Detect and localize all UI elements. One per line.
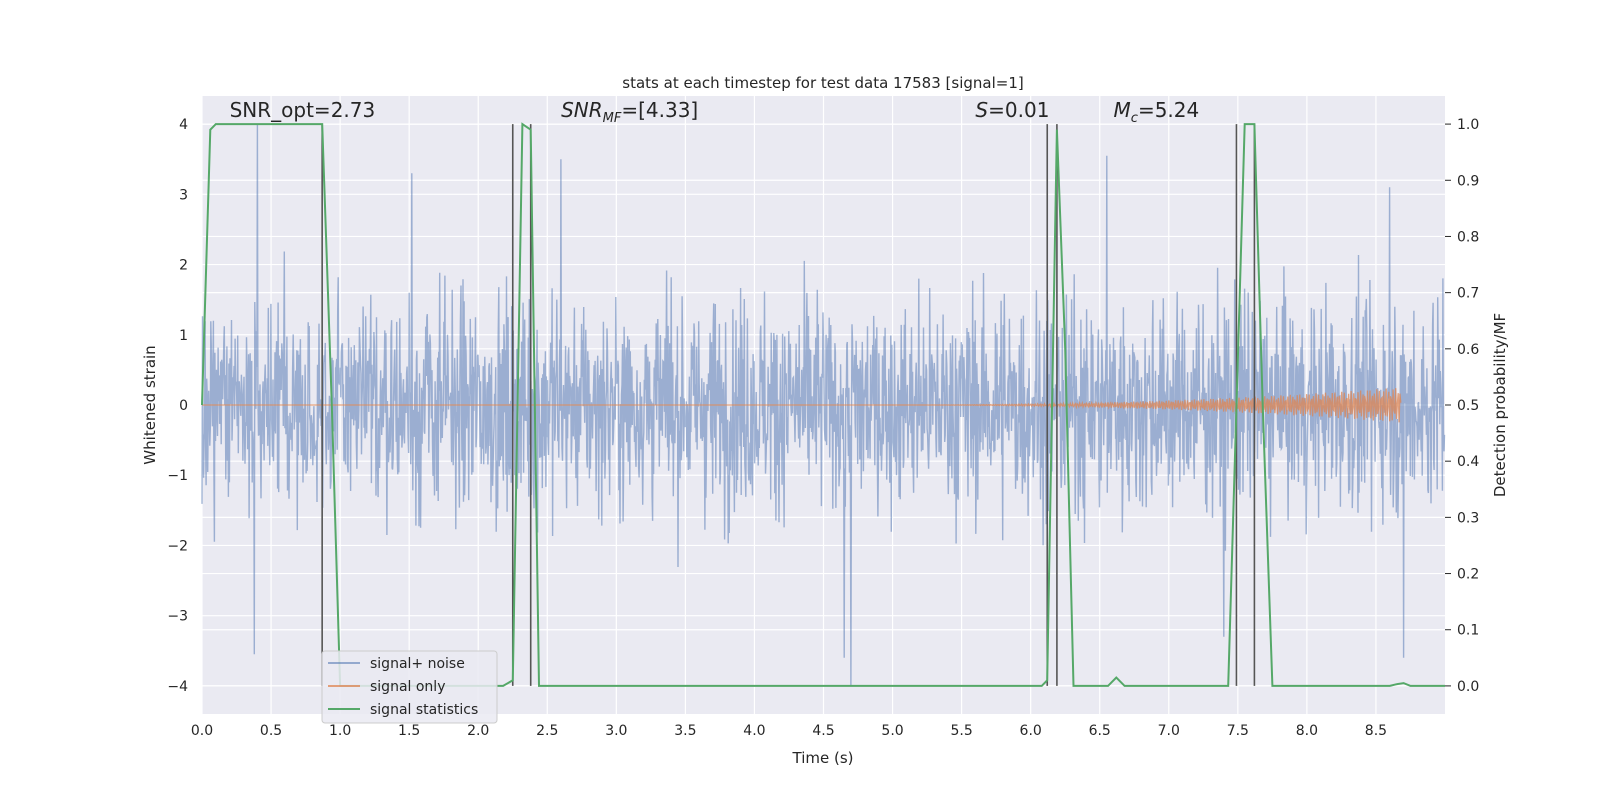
y2-tick-label: 0.2 — [1457, 567, 1479, 583]
x-axis-label: Time (s) — [792, 749, 854, 767]
x-tick-label: 3.0 — [605, 723, 627, 739]
x-tick-label: 7.0 — [1158, 723, 1180, 739]
x-tick-label: 4.0 — [743, 723, 765, 739]
x-tick-label: 1.0 — [329, 723, 351, 739]
detection-lines — [321, 124, 1256, 686]
probability-trace — [201, 122, 1445, 687]
y-tick-label: 2 — [179, 258, 188, 274]
y-tick-label: 4 — [179, 117, 188, 133]
y2-tick-label: 0.6 — [1457, 342, 1479, 358]
chart-title: stats at each timestep for test data 175… — [622, 74, 1023, 92]
annotation-2: S=0.01 — [975, 98, 1049, 122]
x-tick-label: 5.0 — [881, 723, 903, 739]
y2-tick-label: 0.7 — [1457, 286, 1479, 302]
y-tick-label: 1 — [179, 328, 188, 344]
y2-axis-label: Detection probability/MF — [1491, 313, 1509, 497]
y-tick-label: −3 — [167, 609, 188, 625]
x-tick-label: 3.5 — [674, 723, 696, 739]
chirp-trace — [202, 388, 1402, 423]
y2-tick-label: 0.1 — [1457, 623, 1479, 639]
annotation-3: Mc=5.24 — [1114, 98, 1200, 126]
y-tick-label: −1 — [167, 468, 188, 484]
legend-label-signal-noise: signal+ noise — [370, 656, 465, 672]
x-tick-label: 0.0 — [191, 723, 213, 739]
series-signal-noise — [201, 124, 1446, 686]
x-tick-label: 0.5 — [260, 723, 282, 739]
y-tick-label: −2 — [167, 538, 188, 554]
legend-label-signal-only: signal only — [370, 679, 445, 695]
y2-tick-label: 0.8 — [1457, 229, 1479, 245]
x-tick-label: 2.0 — [467, 723, 489, 739]
y-tick-label: 3 — [179, 187, 188, 203]
legend-box — [321, 650, 498, 724]
x-tick-label: 8.0 — [1296, 723, 1318, 739]
series-signal-only — [202, 388, 1402, 423]
y2-tick-label: 0.0 — [1457, 679, 1479, 695]
legend: signal+ noise signal only signal statist… — [321, 650, 498, 724]
x-tick-label: 4.5 — [812, 723, 834, 739]
annotations: SNR_opt=2.73 SNRMF=[4.33] S=0.01 Mc=5.24 — [230, 98, 1200, 126]
series-signal-statistics — [201, 122, 1445, 687]
y2-tick-label: 0.5 — [1457, 398, 1479, 414]
y-tick-label: 0 — [179, 398, 188, 414]
x-tick-label: 6.0 — [1020, 723, 1042, 739]
y2-tick-label: 1.0 — [1457, 117, 1479, 133]
legend-label-signal-statistics: signal statistics — [370, 702, 478, 718]
y2-tick-label: 0.4 — [1457, 454, 1479, 470]
x-tick-label: 5.5 — [950, 723, 972, 739]
x-tick-label: 7.5 — [1227, 723, 1249, 739]
x-tick-label: 1.5 — [398, 723, 420, 739]
axis-ticks: 0.0 0.5 1.0 1.5 2.0 2.5 3.0 3.5 4.0 4.5 5.0 5.5 6.0 6… — [167, 117, 1479, 739]
x-tick-label: 2.5 — [536, 723, 558, 739]
annotation-0: SNR_opt=2.73 — [230, 98, 376, 122]
x-tick-label: 8.5 — [1365, 723, 1387, 739]
annotation-1: SNRMF=[4.33] — [561, 98, 698, 126]
y-axis-label: Whitened strain — [141, 345, 159, 464]
y2-tick-label: 0.9 — [1457, 173, 1479, 189]
x-tick-label: 6.5 — [1089, 723, 1111, 739]
noise-trace — [201, 124, 1446, 686]
y2-tick-label: 0.3 — [1457, 510, 1479, 526]
y-tick-label: −4 — [167, 679, 188, 695]
